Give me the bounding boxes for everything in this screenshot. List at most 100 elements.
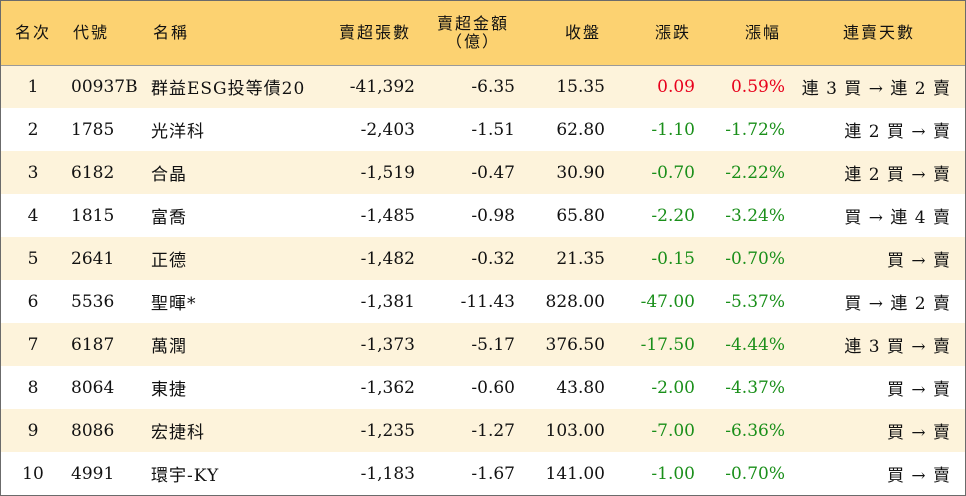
cell-code: 6187 xyxy=(71,334,115,355)
cell-name: 宏捷科 xyxy=(151,423,205,443)
cell-net-sell-lots: -1,381 xyxy=(360,291,415,312)
cell-change: -7.00 xyxy=(651,420,695,441)
cell-net-sell-lots: -1,235 xyxy=(360,420,415,441)
cell-streak: 連 2 買 → 賣 xyxy=(844,122,951,142)
cell-change-pct: -0.70% xyxy=(725,248,785,269)
header-name: 名稱 xyxy=(145,1,317,66)
cell-rank: 8 xyxy=(27,377,39,398)
cell-net-sell-amount: -5.17 xyxy=(471,334,515,355)
header-row: 名次 代號 名稱 賣超張數 賣超金額 （億） 收盤 漲跌 漲幅 連賣天數 xyxy=(1,1,965,66)
cell-name: 光洋科 xyxy=(151,122,205,142)
cell-code: 5536 xyxy=(71,291,115,312)
header-change-pct: 漲幅 xyxy=(703,1,793,66)
cell-change-pct: 0.59% xyxy=(730,76,785,97)
cell-streak: 買 → 賣 xyxy=(886,466,951,486)
header-rank: 名次 xyxy=(1,1,65,66)
cell-close: 376.50 xyxy=(545,334,605,355)
cell-net-sell-lots: -1,519 xyxy=(360,162,415,183)
cell-change-pct: -5.37% xyxy=(725,291,785,312)
cell-change: -47.00 xyxy=(640,291,695,312)
header-close: 收盤 xyxy=(523,1,613,66)
cell-streak: 買 → 連 2 賣 xyxy=(844,294,951,314)
cell-change-pct: -0.70% xyxy=(725,463,785,484)
header-net-sell-amount-label: 賣超金額 xyxy=(436,13,509,33)
cell-change: -0.70 xyxy=(651,162,695,183)
cell-streak: 買 → 賣 xyxy=(886,251,951,271)
cell-name: 群益ESG投等債20 xyxy=(151,79,306,100)
table-body: 1 00937B 群益ESG投等債20 -41,392 -6.35 15.35 0.09 0.… xyxy=(1,65,965,495)
cell-change: -0.15 xyxy=(651,248,695,269)
cell-net-sell-amount: -0.98 xyxy=(471,205,515,226)
cell-net-sell-amount: -1.67 xyxy=(471,463,515,484)
cell-net-sell-amount: -1.51 xyxy=(471,119,515,140)
header-net-sell-amount-unit: （億） xyxy=(445,31,500,51)
cell-rank: 9 xyxy=(27,420,39,441)
cell-rank: 3 xyxy=(27,162,39,183)
table-row: 2 1785 光洋科 -2,403 -1.51 62.80 -1.10 -1.72% 連 2 買… xyxy=(1,108,965,151)
cell-name: 合晶 xyxy=(151,165,187,185)
cell-net-sell-lots: -1,373 xyxy=(360,334,415,355)
cell-close: 21.35 xyxy=(556,248,605,269)
cell-net-sell-amount: -11.43 xyxy=(460,291,515,312)
header-change: 漲跌 xyxy=(613,1,703,66)
cell-change: -1.10 xyxy=(651,119,695,140)
table-row: 10 4991 環宇-KY -1,183 -1.67 141.00 -1.00 -0.70% 買… xyxy=(1,452,965,495)
cell-name: 萬潤 xyxy=(151,337,187,357)
cell-rank: 4 xyxy=(27,205,39,226)
cell-change: 0.09 xyxy=(657,76,695,97)
cell-close: 141.00 xyxy=(545,463,605,484)
cell-code: 8086 xyxy=(71,420,115,441)
cell-streak: 買 → 連 4 賣 xyxy=(844,208,951,228)
cell-code: 00937B xyxy=(71,76,138,97)
table-row: 5 2641 正德 -1,482 -0.32 21.35 -0.15 -0.70% 買 → 賣 xyxy=(1,237,965,280)
cell-change-pct: -1.72% xyxy=(725,119,785,140)
cell-close: 15.35 xyxy=(556,76,605,97)
table-row: 6 5536 聖暉* -1,381 -11.43 828.00 -47.00 -5.37% 買 … xyxy=(1,280,965,323)
table-row: 8 8064 東捷 -1,362 -0.60 43.80 -2.00 -4.37% 買 → 賣 xyxy=(1,366,965,409)
cell-net-sell-amount: -6.35 xyxy=(471,76,515,97)
cell-change-pct: -6.36% xyxy=(725,420,785,441)
cell-streak: 連 3 買 → 連 2 賣 xyxy=(801,79,951,100)
cell-close: 65.80 xyxy=(556,205,605,226)
cell-streak: 連 3 買 → 賣 xyxy=(844,337,951,357)
cell-net-sell-amount: -0.47 xyxy=(471,162,515,183)
header-streak: 連賣天數 xyxy=(793,1,965,66)
cell-rank: 10 xyxy=(22,463,44,484)
cell-change-pct: -4.37% xyxy=(725,377,785,398)
cell-close: 43.80 xyxy=(556,377,605,398)
cell-net-sell-lots: -1,482 xyxy=(360,248,415,269)
cell-name: 富喬 xyxy=(151,208,187,228)
cell-net-sell-amount: -0.32 xyxy=(471,248,515,269)
cell-rank: 2 xyxy=(27,119,39,140)
cell-net-sell-lots: -1,183 xyxy=(360,463,415,484)
cell-code: 2641 xyxy=(71,248,115,269)
table-row: 7 6187 萬潤 -1,373 -5.17 376.50 -17.50 -4.44% 連 3 … xyxy=(1,323,965,366)
cell-net-sell-amount: -1.27 xyxy=(471,420,515,441)
cell-name: 聖暉* xyxy=(151,294,197,314)
cell-net-sell-lots: -41,392 xyxy=(349,76,415,97)
cell-close: 828.00 xyxy=(545,291,605,312)
cell-code: 4991 xyxy=(71,463,115,484)
cell-streak: 買 → 賣 xyxy=(886,380,951,400)
table-row: 3 6182 合晶 -1,519 -0.47 30.90 -0.70 -2.22% 連 2 買 … xyxy=(1,151,965,194)
cell-code: 1785 xyxy=(71,119,115,140)
cell-name: 環宇-KY xyxy=(151,466,220,486)
cell-rank: 5 xyxy=(27,248,39,269)
cell-rank: 7 xyxy=(27,334,39,355)
cell-change: -17.50 xyxy=(640,334,695,355)
cell-close: 103.00 xyxy=(545,420,605,441)
cell-code: 6182 xyxy=(71,162,115,183)
cell-name: 正德 xyxy=(151,251,187,271)
cell-net-sell-lots: -1,362 xyxy=(360,377,415,398)
header-code: 代號 xyxy=(65,1,145,66)
table-row: 1 00937B 群益ESG投等債20 -41,392 -6.35 15.35 0.09 0.… xyxy=(1,65,965,108)
cell-close: 30.90 xyxy=(556,162,605,183)
cell-change: -1.00 xyxy=(651,463,695,484)
header-net-sell-lots: 賣超張數 xyxy=(317,1,423,66)
cell-name: 東捷 xyxy=(151,380,187,400)
header-net-sell-amount: 賣超金額 （億） xyxy=(423,1,523,66)
cell-change: -2.20 xyxy=(651,205,695,226)
table-row: 4 1815 富喬 -1,485 -0.98 65.80 -2.20 -3.24% 買 → 連 … xyxy=(1,194,965,237)
